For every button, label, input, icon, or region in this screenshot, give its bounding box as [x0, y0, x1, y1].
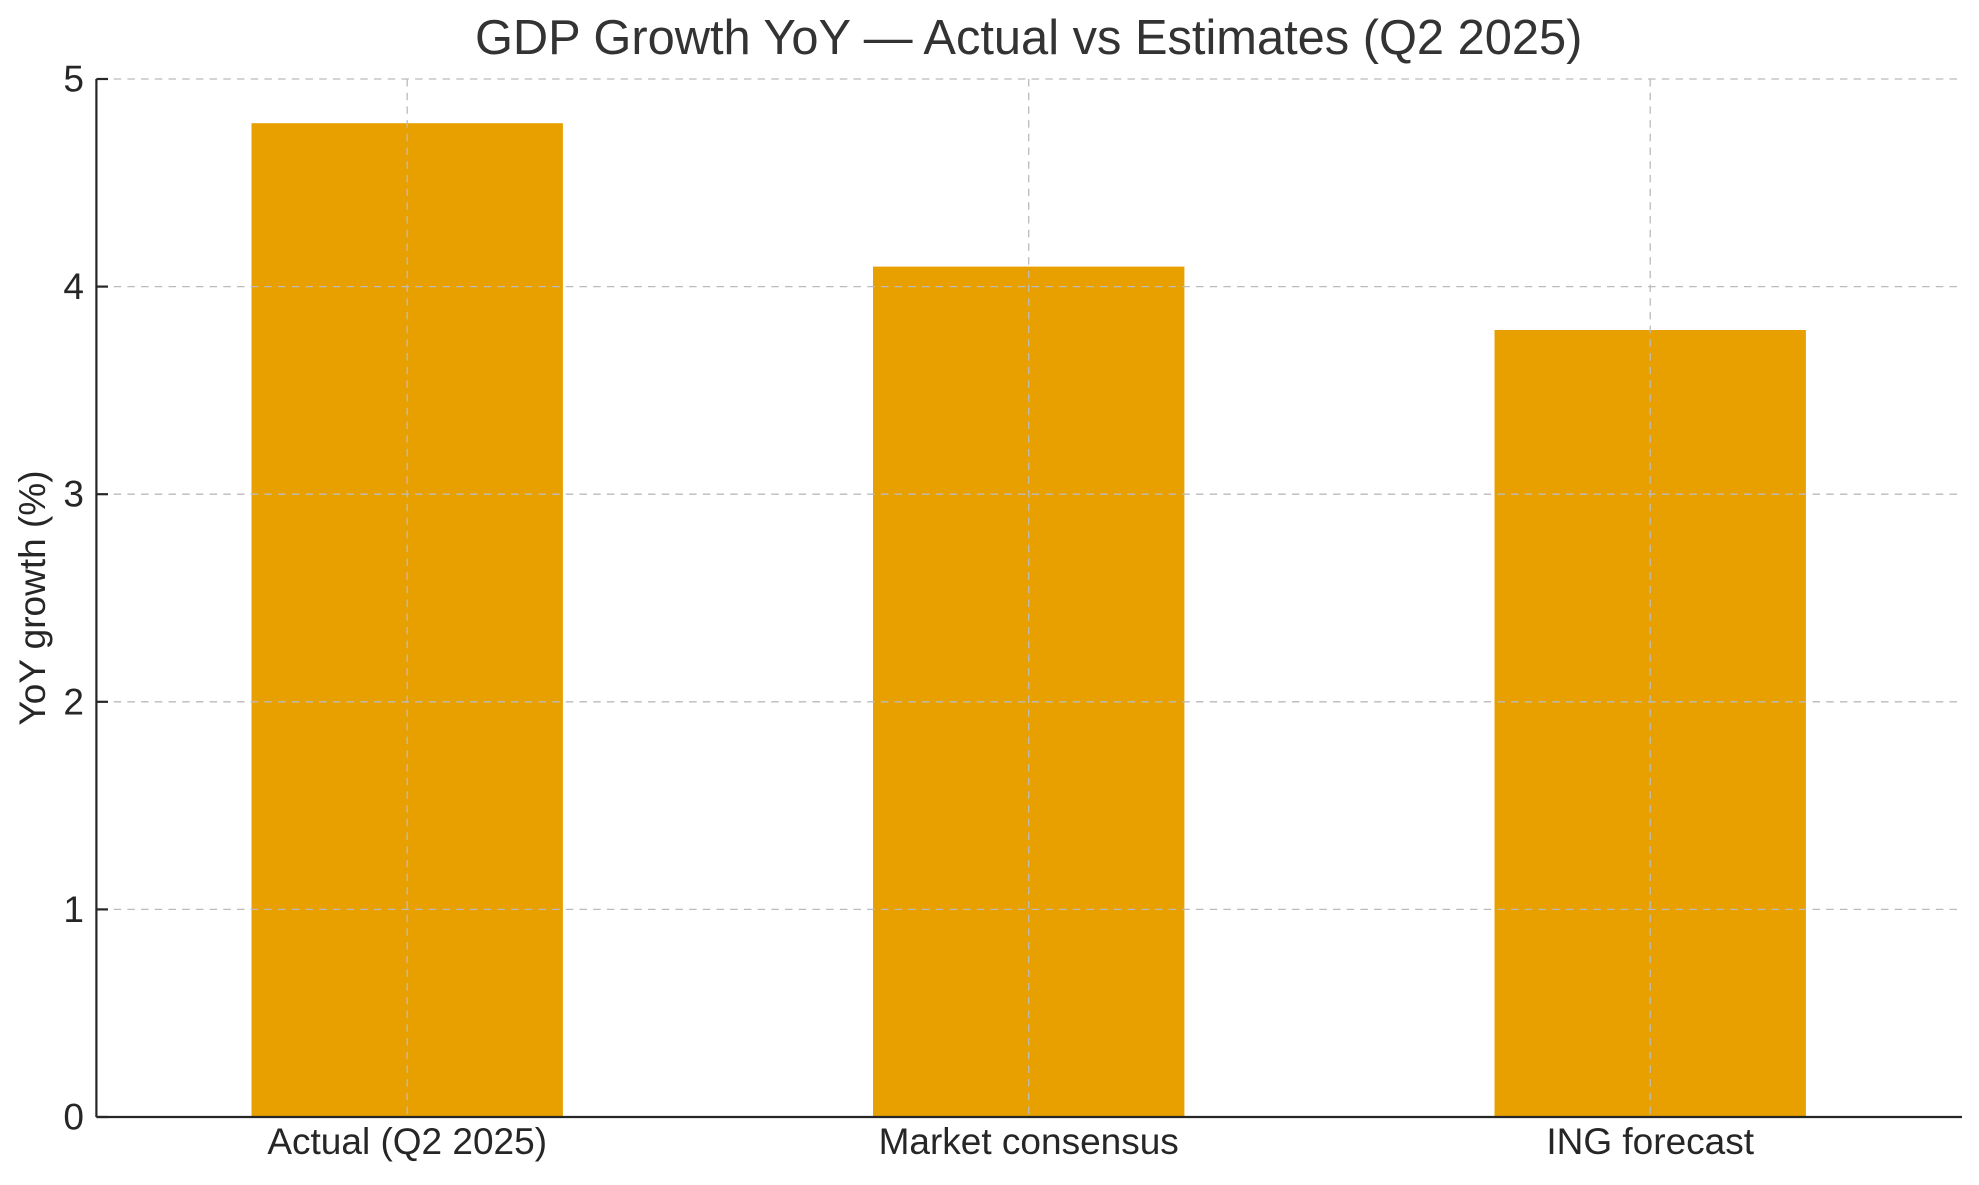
svg-text:1: 1	[63, 889, 84, 930]
svg-text:3: 3	[63, 474, 84, 515]
svg-text:ING forecast: ING forecast	[1546, 1121, 1754, 1162]
svg-text:0: 0	[63, 1097, 84, 1138]
svg-text:Market consensus: Market consensus	[879, 1121, 1179, 1162]
svg-text:5: 5	[63, 59, 84, 100]
svg-text:GDP Growth YoY — Actual vs Est: GDP Growth YoY — Actual vs Estimates (Q2…	[475, 11, 1582, 65]
svg-text:2: 2	[63, 681, 84, 722]
svg-text:YoY growth (%): YoY growth (%)	[12, 470, 53, 725]
svg-text:Actual (Q2 2025): Actual (Q2 2025)	[267, 1121, 547, 1162]
svg-text:4: 4	[63, 266, 84, 307]
